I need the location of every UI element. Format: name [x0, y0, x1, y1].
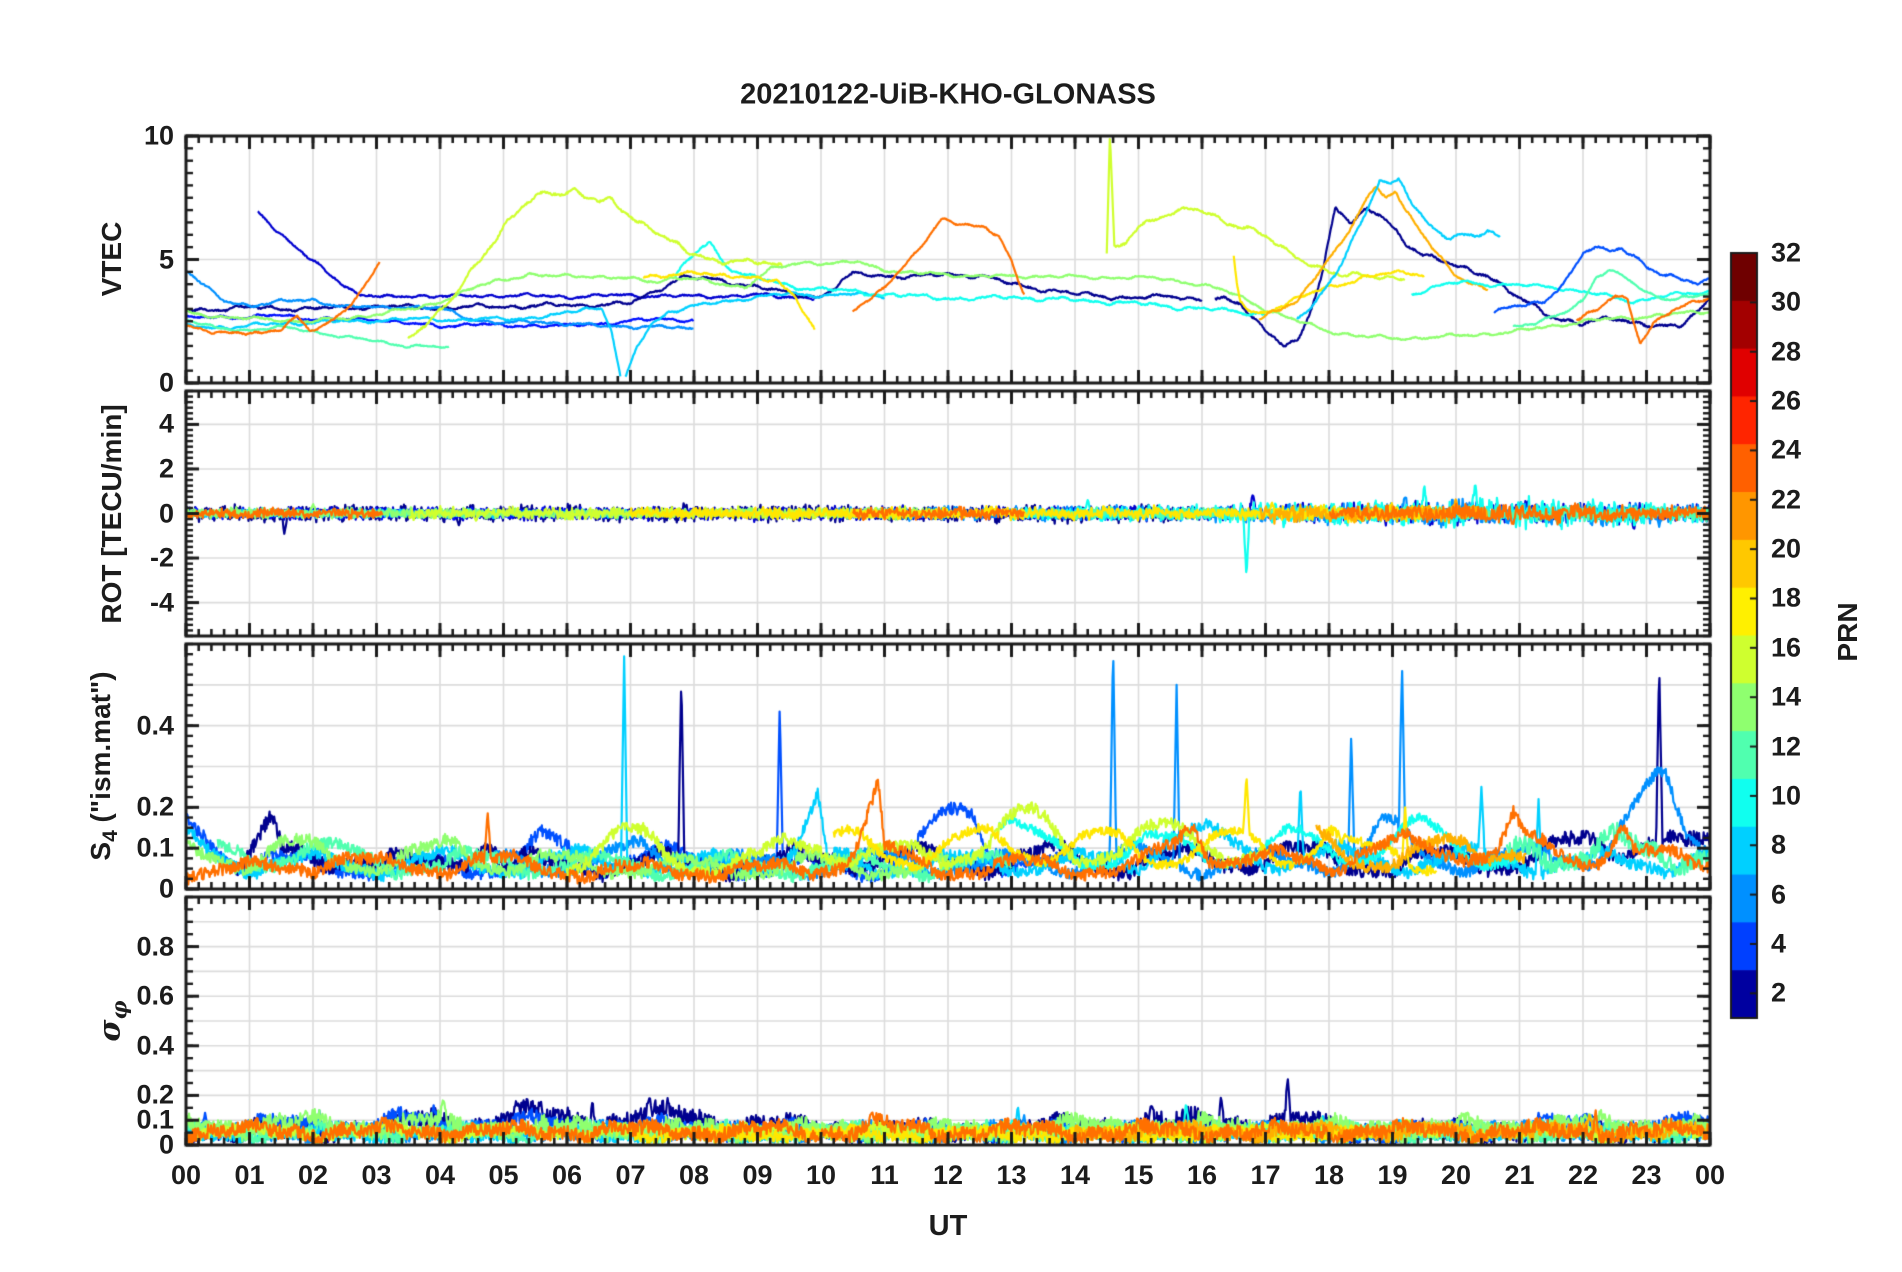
- colorbar-tick-label: 22: [1771, 484, 1802, 515]
- y-tick-label: 10: [143, 120, 174, 151]
- x-tick-label: 06: [551, 1160, 583, 1190]
- colorbar-tick-label: 8: [1771, 829, 1787, 860]
- x-tick-label: 18: [1313, 1160, 1345, 1190]
- colorbar-tick-label: 26: [1771, 385, 1802, 416]
- chart-title: 20210122-UiB-KHO-GLONASS: [740, 78, 1156, 111]
- sigma-symbol: σ: [92, 1019, 128, 1042]
- x-tick-label: 10: [805, 1160, 837, 1190]
- x-tick-label: 02: [297, 1160, 329, 1190]
- colorbar-tick-label: 6: [1771, 879, 1787, 910]
- colorbar-label: PRN: [1832, 602, 1863, 662]
- x-tick-label: 16: [1186, 1160, 1218, 1190]
- y-tick-label: 0: [158, 1129, 174, 1160]
- y-tick-label: 0.8: [136, 931, 174, 962]
- x-tick-label: 05: [488, 1160, 519, 1190]
- colorbar-tick-label: 18: [1771, 582, 1802, 613]
- colorbar-tick-label: 2: [1771, 977, 1787, 1008]
- colorbar-tick-label: 30: [1771, 286, 1802, 317]
- x-tick-label: 00: [1694, 1160, 1726, 1190]
- x-tick-label: 17: [1250, 1160, 1281, 1190]
- y-tick-label: 0.2: [136, 791, 174, 822]
- x-tick-label: 04: [424, 1160, 456, 1190]
- x-tick-label: 14: [1059, 1160, 1091, 1190]
- y-tick-label: 4: [158, 408, 174, 439]
- y-axis-label-s4: S4 ("ism.mat"): [85, 671, 123, 860]
- colorbar-tick-label: 10: [1771, 780, 1802, 811]
- y-axis-label-vtec: VTEC: [96, 221, 127, 297]
- y-tick-label: 5: [158, 244, 174, 274]
- y-tick-label: 0.1: [136, 1104, 174, 1135]
- y-tick-label: 0.6: [136, 980, 174, 1011]
- phi-subscript: φ: [106, 1000, 132, 1020]
- x-tick-label: 22: [1567, 1160, 1599, 1190]
- y-tick-label: 0: [158, 367, 174, 398]
- colorbar-tick-label: 14: [1771, 681, 1802, 712]
- s4-suffix: ("ism.mat"): [85, 671, 117, 831]
- x-tick-label: 11: [870, 1160, 899, 1190]
- y-tick-label: -2: [149, 542, 174, 573]
- y-tick-label: 0.4: [136, 710, 174, 741]
- y-axis-label-sigma: σφ: [93, 1000, 132, 1041]
- y-axis-label-rot: ROT [TECU/min]: [96, 404, 127, 624]
- colorbar-tick-label: 24: [1771, 434, 1802, 465]
- s4-symbol: S: [85, 841, 117, 861]
- colorbar-tick-label: 28: [1771, 336, 1802, 367]
- y-tick-label: 0.2: [136, 1079, 174, 1110]
- x-tick-label: 00: [170, 1160, 202, 1190]
- s4-subscript: 4: [98, 830, 122, 842]
- x-tick-label: 01: [234, 1160, 265, 1190]
- colorbar-tick-label: 16: [1771, 632, 1802, 663]
- x-tick-label: 23: [1631, 1160, 1662, 1190]
- colorbar-tick-label: 4: [1771, 928, 1787, 959]
- y-tick-label: 0: [158, 498, 174, 528]
- x-tick-label: 21: [1504, 1160, 1535, 1190]
- y-tick-label: 0: [158, 873, 174, 904]
- colorbar-tick-label: 12: [1771, 731, 1802, 762]
- x-tick-label: 13: [996, 1160, 1027, 1190]
- x-tick-label: 12: [932, 1160, 964, 1190]
- x-tick-label: 07: [615, 1160, 646, 1190]
- x-axis-label: UT: [928, 1210, 968, 1242]
- x-tick-label: 19: [1377, 1160, 1408, 1190]
- x-tick-label: 08: [678, 1160, 710, 1190]
- x-tick-label: 03: [361, 1160, 392, 1190]
- x-tick-label: 09: [742, 1160, 773, 1190]
- y-tick-label: 2: [158, 453, 174, 484]
- y-tick-label: -4: [149, 587, 174, 618]
- colorbar-tick-label: 32: [1771, 237, 1802, 268]
- y-tick-label: 0.4: [136, 1030, 174, 1061]
- colorbar-tick-label: 20: [1771, 533, 1802, 564]
- x-tick-label: 20: [1440, 1160, 1472, 1190]
- x-tick-label: 15: [1123, 1160, 1154, 1190]
- y-tick-label: 0.1: [136, 832, 174, 863]
